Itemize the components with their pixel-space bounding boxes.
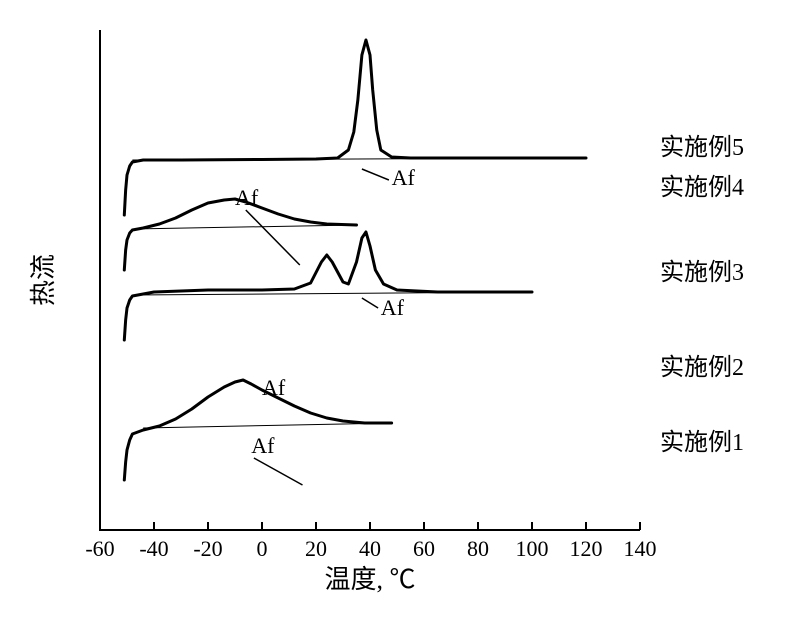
x-tick-label: 40	[359, 536, 381, 561]
x-tick-label: 80	[467, 536, 489, 561]
af-label-ex1: Af	[251, 433, 275, 458]
x-tick-label: 120	[570, 536, 603, 561]
baseline-ex4	[132, 225, 356, 229]
af-label-ex3: Af	[381, 295, 405, 320]
curve-ex5	[124, 40, 586, 215]
y-axis-title: 热流	[29, 254, 58, 306]
af-leader-ex3	[362, 298, 378, 308]
series-label-ex1: 实施例1	[660, 429, 744, 456]
x-tick-label: -20	[193, 536, 222, 561]
axes	[100, 30, 640, 530]
curve-ex2	[124, 380, 391, 480]
series-label-ex3: 实施例3	[660, 259, 744, 286]
x-axis-title: 温度, ℃	[324, 565, 415, 594]
x-tick-label: 140	[624, 536, 657, 561]
x-tick-label: 0	[257, 536, 268, 561]
af-label-ex2: Af	[262, 375, 286, 400]
series-label-ex5: 实施例5	[660, 134, 744, 161]
af-leader-ex5	[362, 169, 389, 180]
af-label-ex5: Af	[392, 165, 416, 190]
curve-ex3	[124, 232, 532, 340]
x-tick-label: 20	[305, 536, 327, 561]
x-tick-label: -60	[85, 536, 114, 561]
chart-svg: -60 -40 -20 0 20 40 60 80 100 120 140 温度, ℃ 热流 实施例5 Af…	[0, 0, 800, 618]
dsc-chart: -60 -40 -20 0 20 40 60 80 100 120 140 温度, ℃ 热流 实施例5 Af…	[0, 0, 800, 618]
x-tick-label: 60	[413, 536, 435, 561]
series-label-ex4: 实施例4	[660, 174, 744, 201]
x-tick-label: -40	[139, 536, 168, 561]
af-label-ex4: Af	[235, 185, 259, 210]
series-label-ex2: 实施例2	[660, 354, 744, 381]
x-tick-label: 100	[516, 536, 549, 561]
af-leader-ex1	[254, 458, 303, 485]
baseline-ex2	[143, 423, 391, 428]
